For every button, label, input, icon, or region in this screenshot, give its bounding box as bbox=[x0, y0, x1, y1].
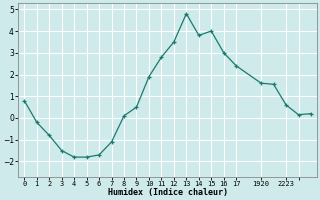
X-axis label: Humidex (Indice chaleur): Humidex (Indice chaleur) bbox=[108, 188, 228, 197]
